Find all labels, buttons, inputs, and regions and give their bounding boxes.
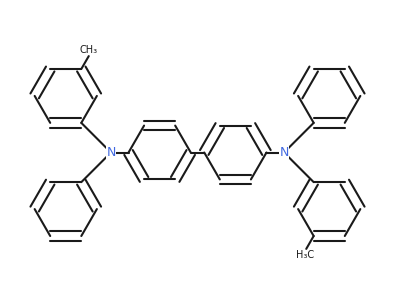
Text: N: N bbox=[106, 146, 116, 159]
Text: N: N bbox=[279, 146, 289, 159]
Text: CH₃: CH₃ bbox=[80, 45, 98, 55]
Text: H₃C: H₃C bbox=[296, 250, 314, 260]
